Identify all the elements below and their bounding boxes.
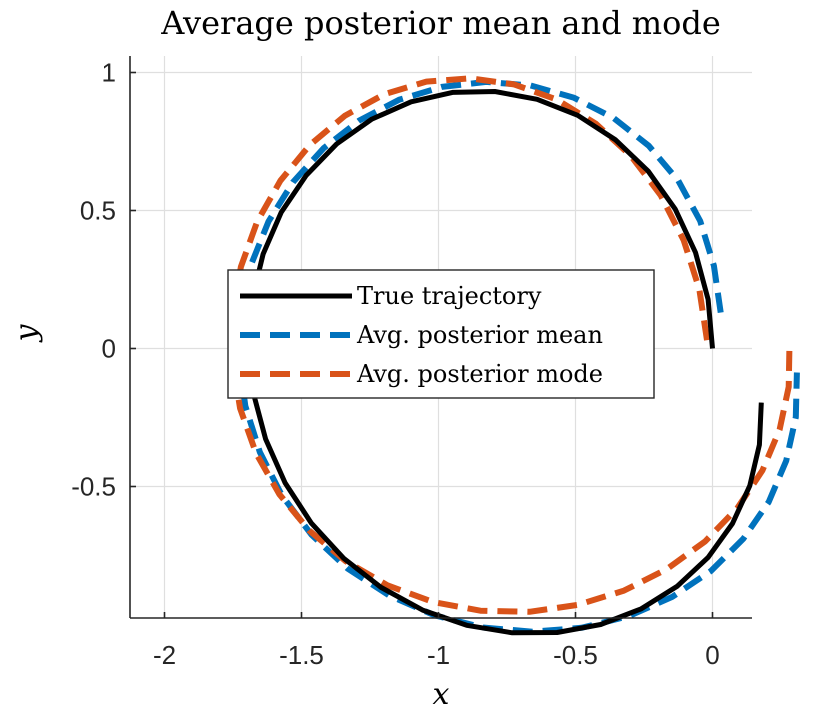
- legend-box: [227, 269, 655, 399]
- y-tick-label: 0: [102, 334, 116, 364]
- legend-label-true-trajectory: True trajectory: [357, 282, 542, 310]
- axes: [129, 56, 752, 619]
- legend: True trajectory Avg. posterior mean Avg.…: [227, 269, 655, 399]
- x-tick-label: -1.5: [279, 640, 324, 670]
- y-axis-label: y: [9, 323, 44, 343]
- x-tick-label: -2: [153, 640, 176, 670]
- chart-title: Average posterior mean and mode: [160, 4, 721, 42]
- tick-labels: -2 -1.5 -1 -0.5 0 -0.5 0 0.5 1: [71, 58, 720, 671]
- x-tick-label: -1: [427, 640, 450, 670]
- y-tick-label: -0.5: [71, 472, 116, 502]
- legend-label-posterior-mode: Avg. posterior mode: [356, 360, 603, 388]
- y-tick-label: 1: [102, 58, 116, 88]
- legend-label-posterior-mean: Avg. posterior mean: [356, 321, 603, 349]
- x-axis-label: x: [433, 677, 450, 712]
- x-tick-label: 0: [705, 640, 719, 670]
- x-tick-label: -0.5: [553, 640, 598, 670]
- y-tick-label: 0.5: [80, 196, 116, 226]
